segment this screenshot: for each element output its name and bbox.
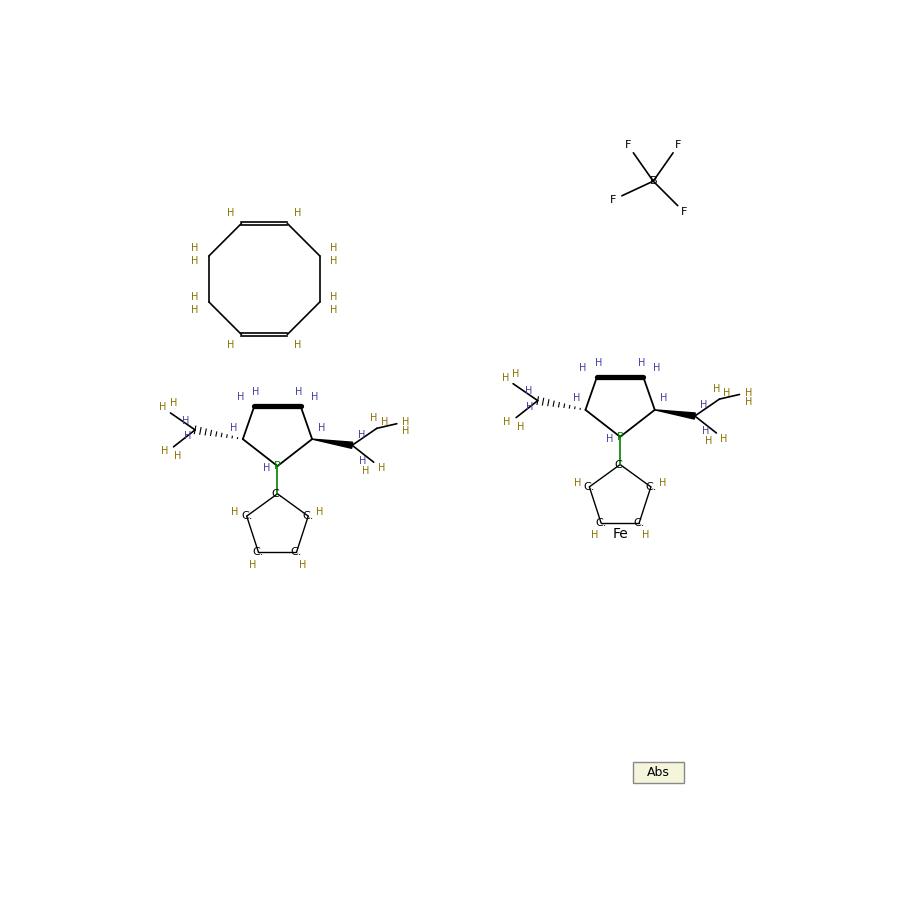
Polygon shape bbox=[655, 410, 696, 419]
Text: H: H bbox=[192, 257, 199, 267]
Text: H: H bbox=[512, 369, 520, 379]
Text: H: H bbox=[174, 451, 182, 461]
Text: P: P bbox=[617, 432, 624, 442]
Text: H: H bbox=[358, 429, 365, 439]
Text: F: F bbox=[610, 194, 617, 205]
Text: H: H bbox=[713, 384, 720, 394]
Text: H: H bbox=[227, 207, 234, 217]
Text: H: H bbox=[330, 257, 338, 267]
Text: H: H bbox=[402, 426, 410, 436]
Text: C.: C. bbox=[241, 511, 252, 521]
Text: H: H bbox=[237, 392, 244, 402]
Text: H: H bbox=[249, 560, 256, 570]
Text: H: H bbox=[230, 423, 237, 433]
Text: H: H bbox=[252, 387, 260, 397]
Text: H: H bbox=[362, 466, 370, 476]
Text: F: F bbox=[625, 141, 631, 151]
Text: H: H bbox=[654, 362, 661, 373]
Text: H: H bbox=[573, 394, 580, 404]
Text: H: H bbox=[527, 402, 534, 412]
Text: H: H bbox=[402, 417, 410, 427]
Text: H: H bbox=[525, 386, 532, 396]
Text: H: H bbox=[517, 422, 525, 432]
Text: H: H bbox=[720, 434, 727, 444]
Text: H: H bbox=[660, 394, 667, 404]
Text: H: H bbox=[745, 397, 753, 407]
Text: H: H bbox=[192, 243, 199, 253]
Text: H: H bbox=[700, 400, 707, 410]
Text: H: H bbox=[702, 426, 709, 436]
Text: H: H bbox=[503, 417, 510, 427]
Text: H: H bbox=[192, 305, 199, 315]
Text: H: H bbox=[318, 423, 325, 433]
Text: C.: C. bbox=[302, 511, 314, 521]
Text: H: H bbox=[591, 530, 598, 540]
Text: H: H bbox=[330, 305, 338, 315]
Text: C.: C. bbox=[584, 482, 595, 492]
Text: H: H bbox=[642, 530, 649, 540]
Text: H: H bbox=[330, 243, 338, 253]
Text: H: H bbox=[502, 373, 509, 383]
Text: H: H bbox=[311, 392, 318, 402]
Text: H: H bbox=[294, 207, 301, 217]
Text: C.: C. bbox=[271, 488, 283, 498]
Text: C.: C. bbox=[596, 518, 607, 528]
Text: H: H bbox=[159, 402, 166, 412]
FancyBboxPatch shape bbox=[633, 761, 684, 783]
Text: H: H bbox=[579, 362, 587, 373]
Text: H: H bbox=[192, 291, 199, 301]
Text: C.: C. bbox=[634, 518, 645, 528]
Text: H: H bbox=[370, 414, 378, 424]
Text: H: H bbox=[724, 388, 731, 398]
Text: H: H bbox=[227, 341, 234, 351]
Text: H: H bbox=[330, 291, 338, 301]
Text: H: H bbox=[638, 358, 646, 368]
Text: H: H bbox=[161, 446, 168, 456]
Text: Abs: Abs bbox=[647, 766, 670, 779]
Text: H: H bbox=[574, 478, 581, 488]
Text: C.: C. bbox=[252, 547, 264, 557]
Text: H: H bbox=[606, 434, 613, 444]
Text: H: H bbox=[183, 431, 191, 441]
Text: H: H bbox=[658, 478, 666, 488]
Text: H: H bbox=[263, 464, 271, 473]
Text: B: B bbox=[649, 176, 657, 186]
Text: Fe: Fe bbox=[612, 527, 628, 540]
Text: H: H bbox=[232, 508, 239, 518]
Text: H: H bbox=[380, 417, 389, 427]
Text: H: H bbox=[183, 415, 190, 425]
Text: H: H bbox=[595, 358, 602, 368]
Text: P: P bbox=[274, 461, 281, 471]
Text: H: H bbox=[295, 387, 302, 397]
Text: H: H bbox=[360, 456, 367, 466]
Text: H: H bbox=[299, 560, 306, 570]
Text: H: H bbox=[378, 464, 385, 473]
Text: H: H bbox=[705, 436, 713, 446]
Text: C.: C. bbox=[646, 482, 656, 492]
Text: H: H bbox=[316, 508, 323, 518]
Text: H: H bbox=[745, 388, 753, 398]
Text: C.: C. bbox=[615, 459, 626, 469]
Polygon shape bbox=[312, 439, 352, 448]
Text: F: F bbox=[681, 207, 687, 217]
Text: H: H bbox=[294, 341, 301, 351]
Text: H: H bbox=[170, 398, 177, 408]
Text: C.: C. bbox=[291, 547, 302, 557]
Text: F: F bbox=[676, 141, 682, 151]
